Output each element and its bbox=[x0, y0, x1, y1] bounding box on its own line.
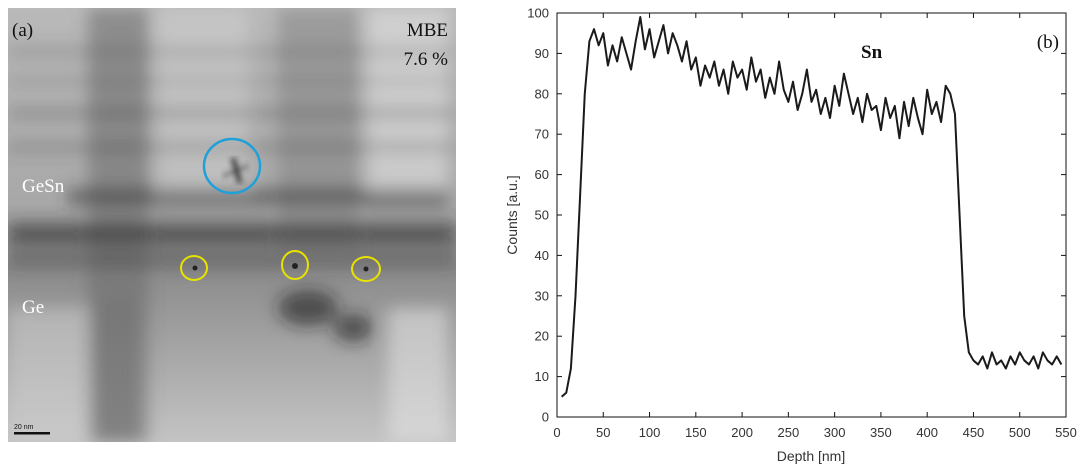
panel-b-label: (b) bbox=[1037, 32, 1059, 53]
sn-series-line bbox=[560, 16, 1063, 398]
defect-circle-small-1 bbox=[180, 255, 208, 281]
y-tick-label: 20 bbox=[535, 329, 549, 344]
y-tick-label: 60 bbox=[535, 167, 549, 182]
y-tick-label: 10 bbox=[535, 369, 549, 384]
scale-bar-label: 20 nm bbox=[14, 424, 34, 431]
series-label: Sn bbox=[861, 42, 883, 63]
x-tick-label: 0 bbox=[553, 425, 560, 440]
defect-circle-small-2 bbox=[281, 250, 309, 280]
y-tick-label: 90 bbox=[535, 46, 549, 61]
x-tick-label: 550 bbox=[1055, 425, 1077, 440]
panel-a-label: (a) bbox=[12, 20, 33, 41]
y-tick-label: 50 bbox=[535, 208, 549, 223]
y-tick-label: 0 bbox=[542, 410, 549, 425]
depth-profile-chart: 0 50 100 150 200 250 300 350 400 450 500 550 0 10 20 3… bbox=[504, 6, 1077, 465]
depth-profile-panel: 0 50 100 150 200 250 300 350 400 450 500 550 0 10 20 3… bbox=[470, 0, 1082, 468]
x-tick-label: 400 bbox=[916, 425, 938, 440]
x-tick-label: 100 bbox=[639, 425, 661, 440]
x-tick-label: 500 bbox=[1009, 425, 1031, 440]
tem-micrograph-panel: (a) MBE 7.6 % GeSn Ge 20 nm bbox=[8, 8, 456, 442]
x-tick-label: 350 bbox=[870, 425, 892, 440]
x-tick-label: 50 bbox=[596, 425, 610, 440]
x-tick-label: 250 bbox=[778, 425, 800, 440]
layer-label-ge: Ge bbox=[22, 297, 44, 318]
x-axis-ticks: 0 50 100 150 200 250 300 350 400 450 500 550 bbox=[553, 13, 1077, 440]
y-tick-label: 40 bbox=[535, 248, 549, 263]
y-tick-label: 100 bbox=[527, 6, 549, 21]
x-axis-label: Depth [nm] bbox=[777, 448, 845, 464]
x-tick-label: 150 bbox=[685, 425, 707, 440]
x-tick-label: 300 bbox=[824, 425, 846, 440]
concentration-label: 7.6 % bbox=[404, 49, 449, 70]
y-tick-label: 30 bbox=[535, 288, 549, 303]
defect-circle-small-3 bbox=[351, 256, 381, 282]
tem-image: (a) MBE 7.6 % GeSn Ge 20 nm bbox=[8, 8, 456, 442]
y-tick-label: 70 bbox=[535, 127, 549, 142]
scale-bar bbox=[14, 432, 50, 435]
y-axis-ticks: 0 10 20 30 40 50 60 70 80 90 100 bbox=[527, 6, 1066, 425]
x-tick-label: 450 bbox=[963, 425, 985, 440]
y-tick-label: 80 bbox=[535, 86, 549, 101]
layer-label-gesn: GeSn bbox=[22, 176, 65, 197]
plot-frame bbox=[556, 12, 1067, 418]
method-label: MBE bbox=[407, 20, 448, 41]
defect-circle-large bbox=[202, 137, 262, 195]
x-tick-label: 200 bbox=[731, 425, 753, 440]
y-axis-label: Counts [a.u.] bbox=[504, 175, 520, 254]
